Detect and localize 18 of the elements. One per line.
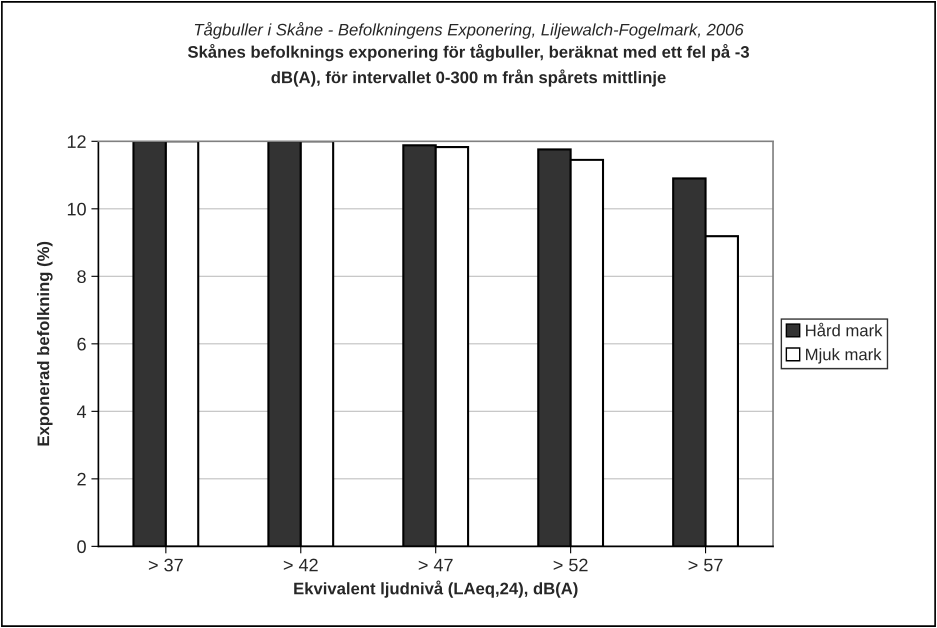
y-axis-title: Exponerad befolkning (%) [37, 242, 53, 446]
y-tick-label: 0 [77, 540, 86, 554]
x-tick-label: > 47 [418, 558, 453, 572]
y-tick-label: 2 [77, 472, 86, 486]
x-tick-label: > 42 [284, 558, 318, 572]
y-tick-label: 6 [77, 338, 86, 351]
x-tick-label: > 52 [554, 558, 588, 572]
chart-subtitle: Skånes befolknings exponering för tågbuller, beräknat med ett fel på -3 dB(A), för intervallet 0-300 m från spårets mittlinje [188, 44, 750, 87]
y-tick-label: 10 [68, 202, 86, 216]
x-tick-label: > 57 [688, 558, 722, 572]
x-tick-label: > 37 [148, 558, 183, 572]
chart-title: Tågbuller i Skåne - Befolkningens Exponering, Liljewalch-Fogelmark, 2006 [194, 22, 744, 39]
y-tick-label: 12 [68, 135, 86, 148]
x-axis-title: Ekvivalent ljudnivå (LAeq,24), dB(A) [294, 580, 578, 598]
legend-label: Hård mark [806, 322, 883, 336]
legend-label: Mjuk mark [806, 348, 882, 364]
y-tick-label: 4 [76, 405, 86, 418]
y-tick-label: 8 [77, 270, 86, 284]
